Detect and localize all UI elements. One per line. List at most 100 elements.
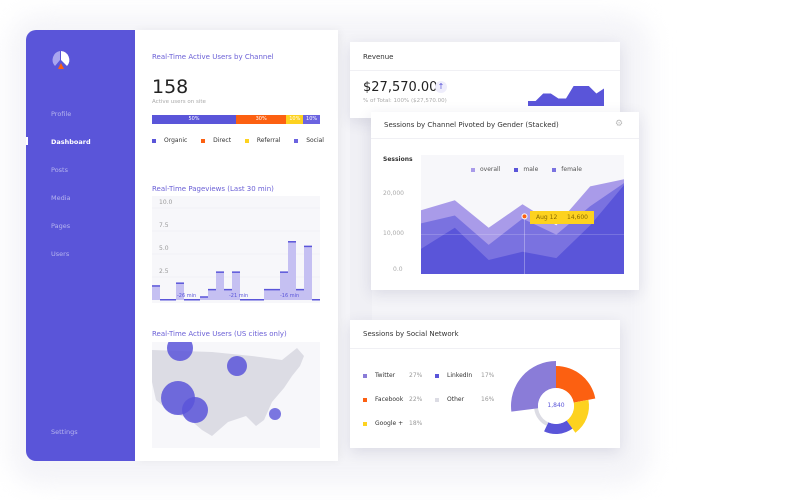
revenue-card: Revenue $27,570.00 ↑ % of Total: 100% ($… bbox=[350, 42, 620, 118]
legend-label: LinkedIn bbox=[447, 372, 473, 379]
legend-pct: 22% bbox=[409, 396, 423, 403]
pageviews-bar-cap bbox=[312, 299, 320, 301]
channel-segment-organic: 50% bbox=[152, 115, 236, 124]
sparkline-area bbox=[528, 86, 604, 106]
us-map bbox=[152, 342, 320, 448]
pageviews-bar-cap bbox=[288, 241, 296, 243]
pageviews-ytick: 7.5 bbox=[159, 222, 169, 229]
donut-slice-facebook[interactable] bbox=[556, 366, 596, 403]
channel-legend: Organic Direct Referral Social bbox=[152, 137, 324, 144]
pageviews-bar bbox=[208, 289, 216, 300]
donut-slice-linkedin[interactable] bbox=[544, 420, 573, 434]
active-users-title: Real-Time Active Users by Channel bbox=[152, 53, 274, 61]
sessions-title: Sessions by Channel Pivoted by Gender (S… bbox=[384, 121, 559, 129]
legend-label: Referral bbox=[256, 137, 281, 144]
pageviews-bar-cap bbox=[192, 299, 200, 301]
active-users-count: 158 bbox=[152, 76, 189, 98]
donut-slice-twitter[interactable] bbox=[511, 361, 556, 412]
ytick: 20,000 bbox=[383, 190, 404, 197]
legend-direct: Direct bbox=[201, 137, 231, 144]
sessions-chart bbox=[421, 155, 624, 274]
pageviews-bar-cap bbox=[272, 288, 280, 291]
revenue-sparkline bbox=[528, 86, 604, 106]
sidebar-item-users[interactable]: Users bbox=[51, 250, 70, 258]
legend-label: overall bbox=[480, 166, 501, 173]
tooltip-value: 14,600 bbox=[567, 214, 588, 221]
realtime-panel: Real-Time Active Users by Channel 158 Ac… bbox=[135, 30, 338, 461]
pageviews-bar bbox=[216, 272, 224, 300]
pageviews-chart: 10.0 7.5 5.0 2.5 -26 min -21 min -16 min bbox=[152, 196, 320, 303]
pageviews-bar-cap bbox=[280, 271, 288, 273]
pageviews-bar-cap bbox=[264, 288, 272, 291]
pageviews-bar-cap bbox=[208, 288, 216, 291]
donut-slice-google[interactable] bbox=[566, 399, 589, 433]
logo-icon bbox=[52, 51, 70, 69]
divider bbox=[350, 348, 620, 349]
card-shadow bbox=[350, 115, 372, 320]
sidebar-item-media[interactable]: Media bbox=[51, 194, 71, 202]
pageviews-annotation: -16 min bbox=[280, 293, 299, 299]
pageviews-bar bbox=[296, 289, 304, 300]
sidebar-item-pages[interactable]: Pages bbox=[51, 222, 71, 230]
legend-social: Social bbox=[294, 137, 324, 144]
pageviews-bar bbox=[280, 272, 288, 300]
legend-google: Google + 18% bbox=[363, 420, 422, 427]
pageviews-bar-cap bbox=[160, 299, 168, 301]
sidebar-item-dashboard[interactable]: Dashboard bbox=[51, 138, 91, 146]
legend-referral: Referral bbox=[244, 137, 281, 144]
pageviews-bar-cap bbox=[184, 299, 192, 301]
social-title: Sessions by Social Network bbox=[363, 330, 459, 338]
pageviews-annotation: -26 min bbox=[177, 293, 196, 299]
channel-segment-referral: 10% bbox=[286, 115, 304, 124]
social-card: Sessions by Social Network Twitter 27% Lin… bbox=[350, 320, 620, 448]
map-title-text: Real-Time Active Users (US cities only) bbox=[152, 330, 287, 338]
tooltip-point[interactable] bbox=[521, 213, 528, 220]
donut-slice-other[interactable] bbox=[534, 408, 549, 426]
legend-label: Twitter bbox=[375, 372, 396, 379]
sidebar-item-settings[interactable]: Settings bbox=[51, 428, 78, 436]
legend-overall: overall bbox=[471, 166, 500, 173]
legend-pct: 16% bbox=[481, 396, 495, 403]
donut-total: 1,840 bbox=[547, 402, 565, 409]
pageviews-bar-cap bbox=[176, 282, 184, 284]
pageviews-title-text: Real-Time Pageviews (Last 30 min) bbox=[152, 185, 274, 193]
pageviews-bar-cap bbox=[200, 296, 208, 298]
area-male bbox=[421, 185, 624, 274]
legend-label: Organic bbox=[164, 137, 188, 144]
pageviews-bar-cap bbox=[152, 285, 160, 287]
pageviews-bar-cap bbox=[216, 271, 224, 273]
pageviews-bar bbox=[264, 289, 272, 300]
pageviews-bar bbox=[288, 242, 296, 300]
sidebar-item-profile[interactable]: Profile bbox=[51, 110, 72, 118]
pageviews-bar-cap bbox=[168, 299, 176, 301]
pageviews-bar-cap bbox=[232, 271, 240, 273]
map-title: Real-Time Active Users (US cities only) bbox=[152, 321, 287, 340]
pageviews-bar-cap bbox=[256, 299, 264, 301]
pageviews-bar bbox=[232, 272, 240, 300]
active-indicator bbox=[26, 137, 28, 145]
sidebar-item-posts[interactable]: Posts bbox=[51, 166, 68, 174]
revenue-amount: $27,570.00 bbox=[363, 80, 438, 95]
legend-label: Google + bbox=[375, 420, 404, 427]
legend-label: female bbox=[561, 166, 582, 173]
pageviews-ytick: 2.5 bbox=[159, 268, 169, 275]
social-donut-chart bbox=[511, 361, 596, 434]
pageviews-bar bbox=[152, 286, 160, 300]
revenue-title: Revenue bbox=[363, 53, 394, 61]
legend-pct: 18% bbox=[409, 420, 423, 427]
legend-facebook: Facebook 22% bbox=[363, 396, 422, 403]
pageviews-bar-cap bbox=[296, 288, 304, 291]
pageviews-title: Real-Time Pageviews (Last 30 min) bbox=[152, 176, 274, 195]
pageviews-bar bbox=[272, 289, 280, 300]
gear-icon[interactable]: ⚙ bbox=[615, 119, 624, 129]
pageviews-bar-cap bbox=[248, 299, 256, 301]
arrow-up-icon: ↑ bbox=[435, 81, 447, 93]
channel-segment-social: 10% bbox=[303, 115, 320, 124]
sidebar: Profile Dashboard Posts Media Pages User… bbox=[26, 30, 136, 461]
active-users-subtitle: Active users on site bbox=[152, 99, 206, 105]
pageviews-bar-cap bbox=[224, 288, 232, 291]
legend-label: Direct bbox=[213, 137, 232, 144]
legend-label: Social bbox=[306, 137, 324, 144]
pageviews-ytick: 10.0 bbox=[159, 199, 173, 206]
channel-bar: 50% 30% 10% 10% bbox=[152, 115, 320, 124]
